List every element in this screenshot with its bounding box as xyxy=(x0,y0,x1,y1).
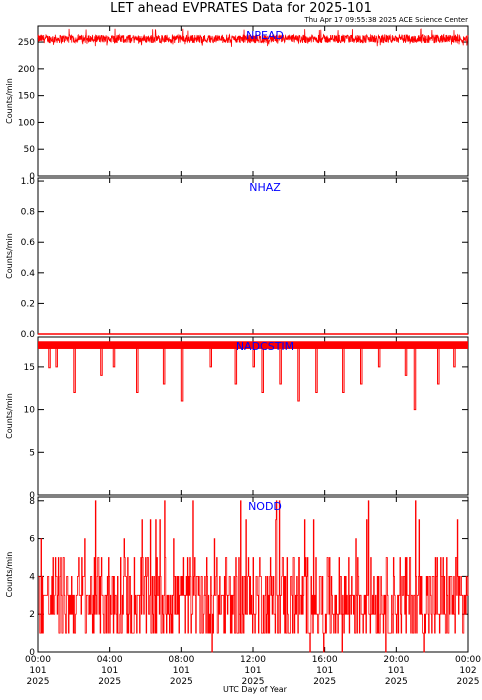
series-dip xyxy=(453,344,456,368)
panel-npead: 0 50 100 150 200 250 Counts/min NPEAD xyxy=(5,25,469,182)
panel-frame xyxy=(37,25,469,177)
x-tick-label-doy: 101 xyxy=(244,666,261,676)
x-tick-label-year: 2025 xyxy=(385,677,408,687)
y-tick-label: 0 xyxy=(29,491,35,501)
y-tick-label: 200 xyxy=(18,65,35,75)
x-tick-label-year: 2025 xyxy=(98,677,121,687)
series-dip xyxy=(209,344,212,368)
y-tick-label: 0.8 xyxy=(21,208,36,218)
y-tick-label: 2 xyxy=(29,610,35,620)
x-tick-label-time: 04:00 xyxy=(97,655,123,665)
x-tick-label-time: 16:00 xyxy=(312,655,338,665)
y-tick-label: 50 xyxy=(24,145,36,155)
series-dip xyxy=(279,344,282,385)
panels-group: 050100150200250Counts/minNPEAD0.00.20.40… xyxy=(5,25,469,658)
series-dip xyxy=(112,344,116,368)
x-tick-label-doy: 101 xyxy=(173,666,190,676)
panel-label: NODD xyxy=(248,500,282,513)
y-axis-label: Counts/min xyxy=(5,393,14,439)
y-tick-label: 10 xyxy=(24,406,36,416)
x-axis-label: UTC Day of Year xyxy=(223,685,288,694)
x-tick-label-doy: 101 xyxy=(316,666,333,676)
y-tick-label: 1.0 xyxy=(21,177,36,187)
y-tick-label: 250 xyxy=(18,38,35,48)
series-dip xyxy=(297,344,300,402)
y-tick-label: 0.6 xyxy=(21,238,36,248)
y-tick-label: 4 xyxy=(29,572,35,582)
series-line-npead xyxy=(37,28,469,47)
x-tick-label-year: 2025 xyxy=(27,677,50,687)
y-tick-label: 150 xyxy=(18,92,35,102)
series-line-nodd xyxy=(38,500,469,653)
panel-nodd: 0 2 4 6 8 Counts/min NODD xyxy=(5,496,469,658)
chart-title: LET ahead EVPRATES Data for 2025-101 xyxy=(110,1,372,16)
series-dip xyxy=(342,344,345,394)
x-tick-label-time: 20:00 xyxy=(383,655,409,665)
x-tick-label-time: 08:00 xyxy=(168,655,194,665)
x-tick-label-doy: 101 xyxy=(101,666,118,676)
y-axis-label: Counts/min xyxy=(5,233,14,279)
series-dip xyxy=(252,344,255,368)
series-dip xyxy=(234,344,238,385)
panel-label: NPEAD xyxy=(246,29,284,42)
series-dip xyxy=(437,344,440,385)
x-tick-label-year: 2025 xyxy=(170,677,193,687)
y-tick-label: 0 xyxy=(29,648,35,658)
panel-nhaz: 0.0 0.2 0.4 0.6 0.8 1.0 Counts/min NHAZ xyxy=(5,177,469,340)
series-dip xyxy=(377,344,381,368)
y-axis-label: Counts/min xyxy=(5,78,14,124)
x-tick-label-year: 2025 xyxy=(242,677,265,687)
series-dip xyxy=(55,344,58,368)
series-dip xyxy=(48,344,51,369)
y-tick-label: 6 xyxy=(29,535,35,545)
y-tick-label: 100 xyxy=(18,118,35,128)
y-tick-label: 0 xyxy=(29,172,35,182)
y-axis-label: Counts/min xyxy=(5,552,14,598)
series-dip xyxy=(261,344,264,394)
panel-frame xyxy=(37,177,469,335)
panel-nadcstim: 0 5 10 15 Counts/min NADCSTIM xyxy=(5,336,469,501)
series-dip xyxy=(413,344,417,411)
series-dip xyxy=(360,344,363,385)
x-tick-label-doy: 101 xyxy=(29,666,46,676)
x-tick-label-time: 00:00 xyxy=(455,655,481,665)
y-tick-label: 0.2 xyxy=(21,299,35,309)
y-tick-label: 15 xyxy=(24,363,35,373)
y-tick-label: 5 xyxy=(29,448,35,458)
x-tick-label-doy: 101 xyxy=(388,666,405,676)
series-dip xyxy=(404,344,408,376)
y-tick-label: 8 xyxy=(29,497,35,507)
series-dip xyxy=(162,344,166,385)
x-tick-label-doy: 102 xyxy=(459,666,476,676)
x-tick-label-year: 2025 xyxy=(313,677,336,687)
series-dip xyxy=(100,344,103,376)
y-tick-label: 0.0 xyxy=(21,330,36,340)
panel-label: NHAZ xyxy=(249,181,281,194)
x-tick-label-year: 2025 xyxy=(457,677,480,687)
x-axis: 00:00101202504:00101202508:00101202512:0… xyxy=(25,655,481,687)
series-dip xyxy=(73,344,76,394)
panel-label: NADCSTIM xyxy=(236,340,294,353)
x-tick-label-time: 00:00 xyxy=(25,655,51,665)
timestamp: Thu Apr 17 09:55:38 2025 ACE Science Cen… xyxy=(303,16,468,24)
series-dip xyxy=(315,344,318,394)
series-dip xyxy=(180,344,184,402)
x-tick-label-time: 12:00 xyxy=(240,655,266,665)
y-tick-label: 0.4 xyxy=(21,269,36,279)
series-dip xyxy=(136,344,139,394)
